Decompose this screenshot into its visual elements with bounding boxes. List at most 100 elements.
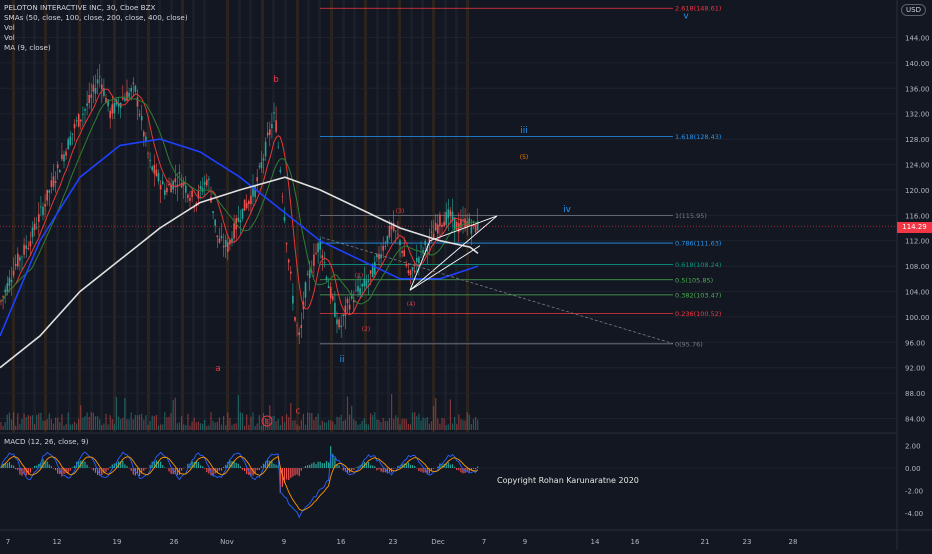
volume-bar — [368, 424, 369, 430]
currency-button[interactable]: USD — [901, 4, 926, 16]
volume-bar — [353, 419, 354, 430]
volume-bar — [423, 418, 424, 430]
macd-histogram-bar — [315, 464, 316, 468]
volume-bar — [378, 420, 379, 430]
candle-body — [437, 225, 439, 234]
volume-bar — [147, 425, 148, 430]
macd-histogram-bar — [353, 468, 354, 470]
macd-histogram-bar — [72, 467, 73, 468]
candle-body — [389, 226, 391, 237]
candle-body — [359, 288, 361, 294]
candle-body — [74, 124, 76, 129]
candle-body — [55, 181, 57, 183]
volume-bar — [124, 398, 125, 430]
volume-bar — [471, 424, 472, 430]
macd-histogram-bar — [408, 462, 409, 468]
volume-bar — [59, 422, 60, 430]
candle-body — [410, 271, 412, 276]
time-tick-label: Nov — [220, 538, 234, 546]
candle-body — [246, 203, 248, 208]
candle-body — [469, 218, 471, 224]
candle-body — [328, 286, 330, 288]
macd-histogram-bar — [294, 468, 295, 475]
macd-histogram-bar — [13, 466, 14, 468]
price-tick-label: 136.00 — [905, 85, 930, 93]
price-tick-label: 140.00 — [905, 60, 930, 68]
volume-bar — [105, 414, 106, 430]
volume-bar — [206, 426, 207, 430]
volume-bar — [465, 421, 466, 430]
candle-body — [219, 238, 221, 242]
macd-histogram-bar — [70, 468, 71, 471]
macd-histogram-bar — [93, 468, 94, 470]
price-tick-label: 144.00 — [905, 35, 930, 43]
volume-bar — [416, 416, 417, 430]
volume-bar — [32, 415, 33, 430]
candle-body — [67, 139, 69, 149]
macd-histogram-bar — [454, 467, 455, 468]
candle-body — [78, 114, 80, 126]
candle-body — [263, 158, 265, 160]
candle-body — [259, 166, 261, 167]
candle-body — [282, 196, 284, 197]
volume-bar — [252, 412, 253, 430]
price-tick-label: 100.00 — [905, 314, 930, 322]
wave-label: (5) — [520, 154, 529, 161]
volume-bar — [126, 419, 127, 430]
candle-body — [76, 120, 78, 121]
volume-bar — [57, 418, 58, 430]
candle-body — [101, 85, 103, 90]
vol-legend-2[interactable]: Vol — [4, 33, 188, 43]
time-tick-label: 26 — [170, 538, 179, 546]
volume-bar — [227, 412, 228, 430]
macd-histogram-bar — [11, 465, 12, 468]
wave-label: iii — [520, 126, 528, 136]
candle-body — [191, 191, 193, 198]
volume-bar — [364, 418, 365, 430]
candle-body — [391, 225, 393, 229]
volume-bar — [351, 406, 352, 430]
volume-bar — [68, 412, 69, 430]
volume-bar — [223, 416, 224, 430]
volume-bar — [278, 419, 279, 430]
macd-histogram-bar — [240, 466, 241, 468]
volume-bar — [246, 415, 247, 430]
symbol-legend[interactable]: PELOTON INTERACTIVE INC, 30, Cboe BZX — [4, 3, 188, 13]
macd-legend[interactable]: MACD (12, 26, close, 9) — [4, 437, 89, 446]
volume-bar — [194, 418, 195, 430]
candle-body — [42, 207, 44, 215]
vol-legend-1[interactable]: Vol — [4, 23, 188, 33]
candle-body — [208, 179, 210, 180]
volume-bar — [177, 423, 178, 430]
candle-body — [399, 240, 401, 245]
macd-histogram-bar — [322, 463, 323, 468]
candle-body — [288, 260, 290, 263]
macd-histogram-bar — [309, 465, 310, 468]
volume-bar — [110, 415, 111, 430]
candle-body — [2, 296, 4, 297]
candle-body — [366, 281, 368, 287]
candle-body — [275, 120, 277, 132]
fib-level-label: 0.786(111.63) — [675, 240, 721, 248]
candle-body — [420, 246, 422, 247]
ma-legend[interactable]: MA (9, close) — [4, 43, 188, 53]
candle-body — [128, 93, 130, 97]
volume-bar — [229, 418, 230, 430]
candle-body — [13, 271, 15, 276]
volume-bar — [322, 421, 323, 430]
volume-bar — [297, 424, 298, 430]
time-tick-label: 9 — [523, 538, 527, 546]
candle-body — [185, 186, 187, 193]
volume-bar — [143, 420, 144, 430]
macd-histogram-bar — [307, 465, 308, 468]
sma-legend[interactable]: SMAs (50, close, 100, close, 200, close,… — [4, 13, 188, 23]
candle-body — [330, 287, 332, 298]
volume-bar — [414, 412, 415, 430]
macd-histogram-bar — [343, 468, 344, 470]
volume-bar — [282, 416, 283, 430]
candle-body — [11, 280, 13, 282]
wave-label: ii — [339, 355, 344, 365]
macd-histogram-bar — [410, 465, 411, 468]
